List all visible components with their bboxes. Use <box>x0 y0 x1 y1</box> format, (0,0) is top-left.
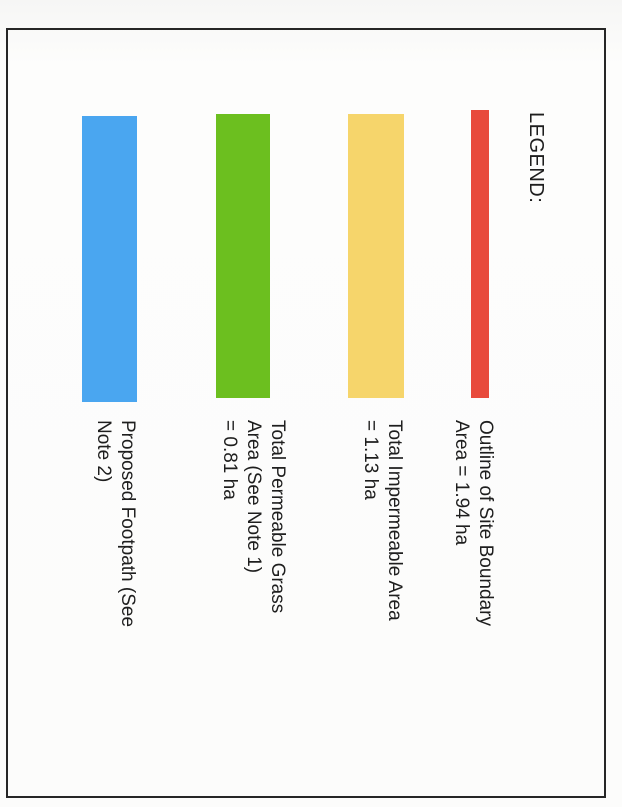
legend-frame <box>6 28 606 798</box>
impermeable-area-label: Total Impermeable Area = 1.13 ha <box>358 420 406 621</box>
site-boundary-label-line-1: Outline of Site Boundary <box>475 420 496 626</box>
site-boundary-label: Outline of Site Boundary Area = 1.94 ha <box>449 420 497 626</box>
impermeable-area-swatch <box>348 114 404 398</box>
site-boundary-swatch <box>471 110 489 398</box>
impermeable-area-label-line-1: Total Impermeable Area <box>384 420 405 621</box>
permeable-grass-swatch <box>216 114 270 398</box>
proposed-footpath-label-line-1: Proposed Footpath (See <box>117 420 138 628</box>
site-boundary-label-line-2: Area = 1.94 ha <box>451 420 472 546</box>
permeable-grass-label-line-3: = 0.81 ha <box>219 420 240 500</box>
permeable-grass-label: Total Permeable Grass Area (See Note 1) … <box>217 420 289 613</box>
legend-heading-text: LEGEND: <box>525 112 547 204</box>
permeable-grass-label-line-1: Total Permeable Grass <box>267 420 288 614</box>
permeable-grass-label-line-2: Area (See Note 1) <box>243 420 264 574</box>
legend-heading: LEGEND: <box>524 112 548 203</box>
impermeable-area-label-line-2: = 1.13 ha <box>360 420 381 500</box>
proposed-footpath-swatch <box>82 116 137 402</box>
proposed-footpath-label-line-2: Note 2) <box>93 420 114 483</box>
proposed-footpath-label: Proposed Footpath (See Note 2) <box>91 420 139 627</box>
